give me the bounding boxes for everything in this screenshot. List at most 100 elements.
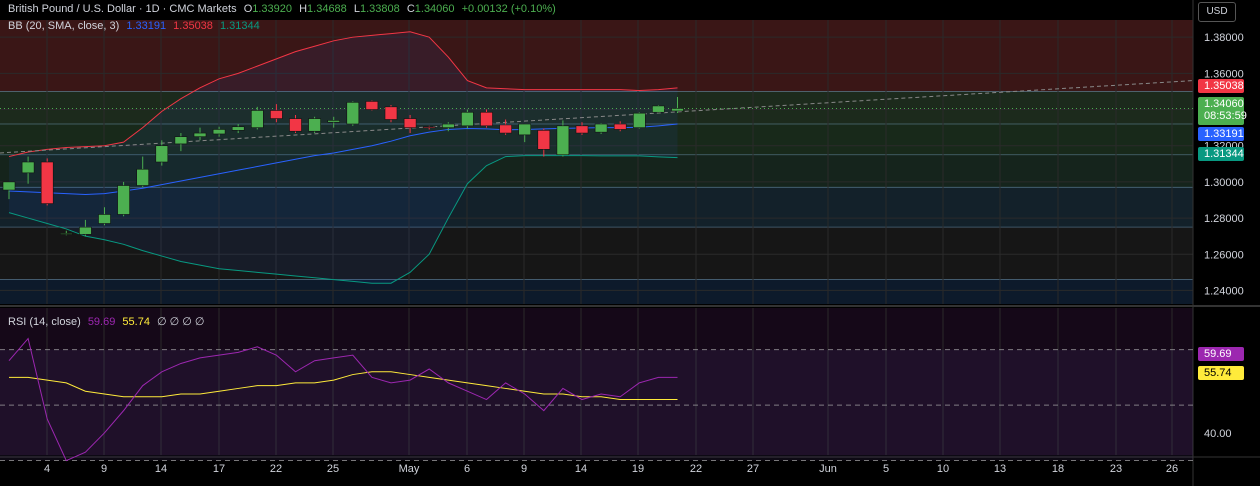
last-price-value: 1.34060 xyxy=(1204,98,1244,110)
upper-band-tag: 1.35038 xyxy=(1198,79,1244,93)
open-label: O xyxy=(243,3,253,15)
rsi-tag: 59.69 xyxy=(1198,347,1244,361)
time-tick-label: 17 xyxy=(213,463,225,475)
rsi-tick-label: 40.00 xyxy=(1204,428,1232,440)
countdown-value: 08:53:59 xyxy=(1204,110,1247,122)
currency-button[interactable]: USD xyxy=(1198,2,1236,22)
candle xyxy=(251,106,264,130)
rsi-ma-tag: 55.74 xyxy=(1198,366,1244,380)
candle xyxy=(174,133,188,152)
candle-body xyxy=(613,123,627,130)
open-value: 1.33920 xyxy=(252,3,293,15)
rsi-label: RSI (14, close) xyxy=(8,316,81,328)
low-label: L xyxy=(353,3,360,15)
candle xyxy=(613,121,627,132)
basis-tag: 1.33191 xyxy=(1198,127,1244,141)
candle-body xyxy=(384,106,398,120)
rsi-extra: ∅ ∅ ∅ ∅ xyxy=(157,316,205,328)
time-tick-label: 4 xyxy=(44,463,50,475)
close-label: C xyxy=(406,3,415,15)
candle-body xyxy=(556,125,570,156)
zone-band xyxy=(0,91,1193,125)
candle xyxy=(117,181,130,217)
candle-body xyxy=(594,123,608,133)
time-tick-label: Jun xyxy=(819,463,837,475)
candle-body xyxy=(575,125,589,134)
candle xyxy=(499,119,512,135)
candle xyxy=(79,219,92,237)
candle-body xyxy=(441,123,455,128)
candle-body xyxy=(422,126,436,129)
time-tick-label: 14 xyxy=(155,463,167,475)
time-tick-label: 9 xyxy=(101,463,107,475)
candle-body xyxy=(518,123,532,136)
time-tick-label: 10 xyxy=(937,463,949,475)
time-tick-label: 19 xyxy=(632,463,644,475)
candle-body xyxy=(270,110,283,119)
lower-band-tag: 1.31344 xyxy=(1198,147,1244,161)
time-tick-label: May xyxy=(399,463,420,475)
candle-body xyxy=(403,118,417,128)
candle xyxy=(193,127,207,141)
candle xyxy=(59,230,73,236)
candle xyxy=(40,158,54,206)
candle xyxy=(422,125,436,130)
candle-body xyxy=(346,102,360,125)
bb-basis-value: 1.33191 xyxy=(126,20,167,32)
time-tick-label: 26 xyxy=(1166,463,1178,475)
candle xyxy=(21,156,35,184)
candle xyxy=(346,101,360,126)
bb-lower-value: 1.31344 xyxy=(219,20,260,32)
candle xyxy=(136,156,149,188)
time-tick-label: 22 xyxy=(690,463,702,475)
candle-body xyxy=(79,226,92,235)
rsi-line xyxy=(8,337,678,462)
candle-body xyxy=(289,118,302,132)
candle xyxy=(270,104,283,123)
candle-body xyxy=(231,126,245,131)
candle-body xyxy=(499,124,512,134)
candle-body xyxy=(308,118,321,132)
ohlc-open: O1.33920 xyxy=(244,3,292,15)
candle xyxy=(327,116,341,128)
high-value: 1.34688 xyxy=(307,3,347,15)
candle xyxy=(518,123,532,143)
candle-body xyxy=(365,101,379,110)
candle-body xyxy=(327,120,341,123)
candle xyxy=(403,114,417,134)
zone-band xyxy=(0,279,1193,304)
rsi-ma-value: 55.74 xyxy=(122,316,150,328)
time-tick-label: 14 xyxy=(575,463,587,475)
candle-body xyxy=(40,161,54,204)
candle xyxy=(556,120,570,157)
time-tick-label: 18 xyxy=(1052,463,1064,475)
time-tick-label: 25 xyxy=(327,463,339,475)
symbol-header: British Pound / U.S. Dollar · 1D · CMC M… xyxy=(8,3,560,15)
candle-body xyxy=(21,161,35,174)
bb-upper-value: 1.35038 xyxy=(173,20,213,32)
time-tick-label: 6 xyxy=(464,463,470,475)
time-tick-label: 9 xyxy=(521,463,527,475)
candle-body xyxy=(2,181,16,191)
time-tick-label: 22 xyxy=(270,463,282,475)
zone-band xyxy=(0,227,1193,280)
candle xyxy=(308,116,321,134)
rsi-value: 59.69 xyxy=(87,316,116,328)
rsi-ma-line xyxy=(9,371,678,401)
price-tick-label: 1.38000 xyxy=(1204,32,1244,44)
bb-legend[interactable]: BB (20, SMA, close, 3) 1.33191 1.35038 1… xyxy=(8,20,264,32)
zone-band xyxy=(0,187,1193,228)
candle xyxy=(231,124,245,134)
low-value: 1.33808 xyxy=(359,3,400,15)
time-tick-label: 5 xyxy=(883,463,889,475)
candle-body xyxy=(537,130,551,150)
candle xyxy=(480,109,493,128)
rsi-legend[interactable]: RSI (14, close) 59.69 55.74 ∅ ∅ ∅ ∅ xyxy=(8,315,209,328)
candle-body xyxy=(117,185,130,215)
symbol-title: British Pound / U.S. Dollar · 1D · CMC M… xyxy=(8,3,237,15)
candle xyxy=(594,123,608,134)
candle-body xyxy=(671,108,684,112)
candle-body xyxy=(480,111,493,127)
rsi-pane-bg xyxy=(0,308,1193,455)
